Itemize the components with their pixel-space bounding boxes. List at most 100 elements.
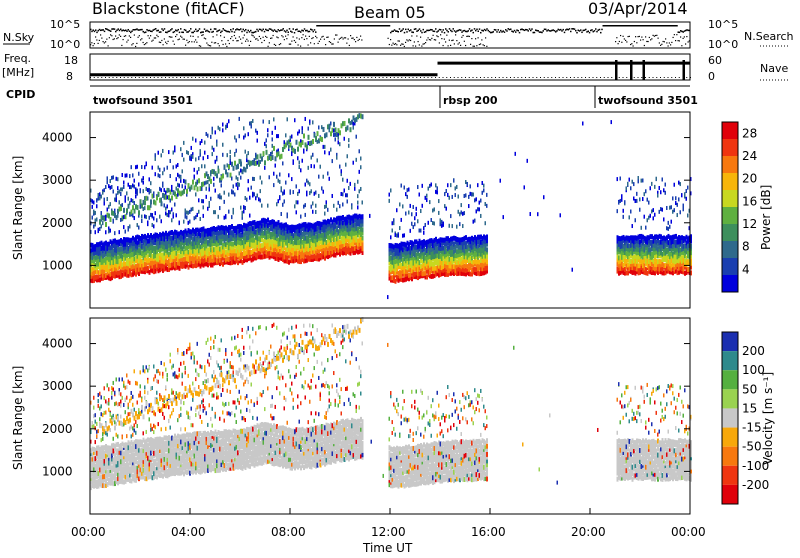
nsky-point <box>249 45 250 46</box>
nave-point <box>465 77 466 78</box>
data-cell <box>668 221 670 225</box>
nave-point <box>338 77 339 78</box>
data-cell <box>278 134 280 138</box>
nsky-point <box>460 45 461 46</box>
nsky-point <box>251 34 252 35</box>
freq-tick-top: 18 <box>64 54 78 67</box>
nsky-point <box>339 39 340 40</box>
data-cell <box>185 180 187 185</box>
data-cell <box>321 137 323 142</box>
nsky-point <box>348 38 349 39</box>
nsky-point <box>189 41 190 42</box>
nsky-point <box>289 44 290 45</box>
data-cell <box>311 205 313 209</box>
nsky-point <box>459 42 460 43</box>
nsky-point <box>241 43 242 44</box>
nsky-point <box>160 42 161 43</box>
data-cell <box>137 165 139 169</box>
nsky-point <box>419 28 421 30</box>
nsky-point <box>660 45 661 46</box>
nave-point <box>143 77 144 78</box>
nave-point <box>476 77 477 78</box>
nsky-point <box>445 28 447 30</box>
nsky-point <box>448 31 450 33</box>
data-cell <box>297 147 299 152</box>
data-cell <box>659 186 661 190</box>
data-cell <box>215 210 217 214</box>
nsky-point <box>141 38 142 39</box>
nave-point <box>274 77 275 78</box>
data-cell <box>293 190 295 194</box>
data-cell <box>635 218 637 222</box>
data-cell <box>237 164 239 169</box>
data-cell <box>171 218 173 222</box>
data-cell <box>630 209 632 213</box>
nsky-point <box>665 38 666 39</box>
data-cell <box>419 193 421 197</box>
data-cell <box>390 188 392 192</box>
cpid-label: CPID <box>6 88 35 101</box>
data-cell <box>635 199 637 203</box>
data-cell <box>312 201 314 205</box>
data-cell <box>132 173 134 177</box>
nsky-point <box>96 32 98 34</box>
nave-point <box>626 77 627 78</box>
data-cell <box>296 200 298 204</box>
nsky-point <box>670 44 671 45</box>
data-cell <box>678 181 680 185</box>
data-cell <box>309 191 311 195</box>
nsky-point <box>219 45 220 46</box>
data-cell <box>122 173 124 177</box>
data-cell <box>260 198 262 202</box>
nsky-point <box>204 28 206 30</box>
nsky-point <box>663 41 664 42</box>
data-cell <box>479 201 481 205</box>
nave-point <box>225 77 226 78</box>
nsky-point <box>135 46 136 47</box>
data-cell <box>272 137 274 141</box>
data-cell <box>644 215 646 219</box>
nsky-panel: N.Sky 10^5 10^0 10^5 10^0 N.Search <box>3 18 794 51</box>
nave-point <box>559 77 560 78</box>
data-cell <box>456 225 458 229</box>
data-cell <box>308 141 310 145</box>
data-cell <box>314 192 316 196</box>
nsky-point <box>93 45 94 46</box>
nsky-point <box>205 38 206 39</box>
nsky-point <box>640 39 641 40</box>
nsky-point <box>681 45 682 46</box>
nsky-point <box>486 28 488 30</box>
data-cell <box>194 168 196 172</box>
data-cell <box>333 122 335 127</box>
nave-point <box>360 77 361 78</box>
nsky-point <box>111 35 112 36</box>
data-cell <box>632 224 634 228</box>
nsky-point <box>446 30 448 32</box>
nave-point <box>581 77 582 78</box>
nsky-point <box>486 46 487 47</box>
nave-point <box>450 77 451 78</box>
data-cell <box>266 144 268 148</box>
data-cell <box>362 235 364 240</box>
nsky-point <box>655 35 656 36</box>
nsky-point <box>119 34 120 35</box>
nsky-point <box>311 38 312 39</box>
nsky-point <box>500 30 502 32</box>
data-cell <box>246 198 248 202</box>
data-cell <box>168 213 170 217</box>
nsky-point <box>450 45 451 46</box>
nsky-point <box>304 39 305 40</box>
data-cell <box>333 133 335 137</box>
nave-point <box>529 77 530 78</box>
nsky-point <box>406 39 407 40</box>
nsky-point <box>528 30 530 32</box>
nsky-point <box>100 34 101 35</box>
nsky-point <box>150 35 151 36</box>
nsky-point <box>103 41 104 42</box>
nsky-point <box>451 40 452 41</box>
nsky-point <box>411 35 412 36</box>
nsky-point <box>463 35 464 36</box>
data-cell <box>237 186 239 190</box>
nsky-point <box>449 28 451 30</box>
nsky-point <box>616 37 617 38</box>
